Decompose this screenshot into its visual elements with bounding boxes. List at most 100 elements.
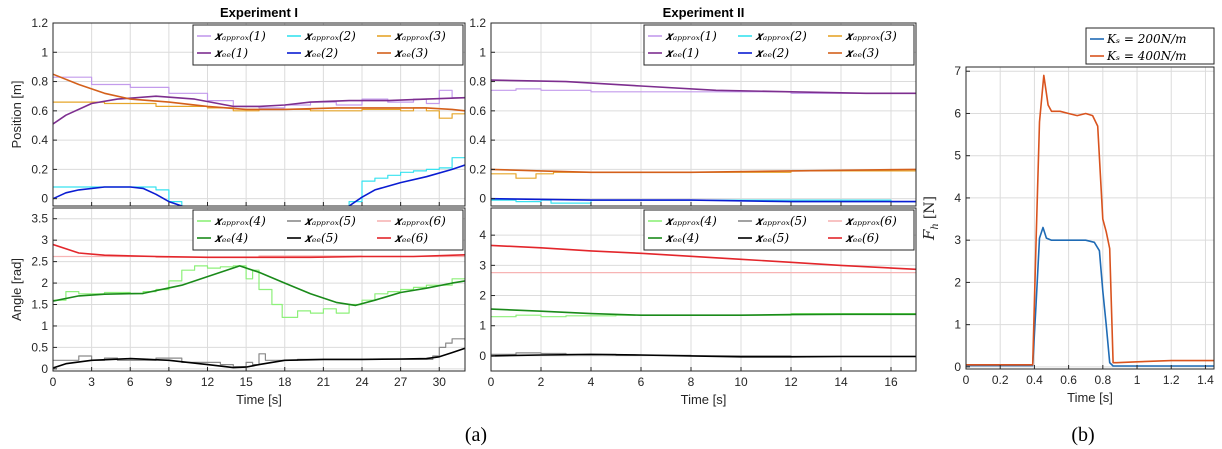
series-line-exp1_ang-4: [53, 347, 465, 369]
y-tick-label: 0.4: [31, 133, 48, 147]
legend-entry-label: 𝒙ₑₑ(5): [755, 231, 789, 245]
x-tick-label: 0.8: [1094, 373, 1111, 387]
legend-box: [192, 24, 464, 66]
y-tick-label: 2: [41, 276, 48, 290]
x-tick-label: 8: [688, 375, 695, 389]
x-tick-label: 14: [834, 375, 848, 389]
y-tick-label: 0.6: [31, 104, 48, 118]
y-axis-label: Fh[N]: [920, 196, 941, 241]
x-tick-label: 15: [239, 375, 253, 389]
y-tick-label: 1: [479, 45, 486, 59]
series-group: [491, 79, 916, 204]
x-tick-label: 12: [201, 375, 215, 389]
y-tick-label: 1: [41, 45, 48, 59]
chart-force: 0 0.2 0.4 0.6 0.8 1 1.2 1.4 0 1 2 3 4 5 6 7 Time [s] Fh[N…: [920, 27, 1215, 405]
y-tick-label: 0: [41, 192, 48, 206]
legend-entry-label: 𝒙ₐₚₚᵣₒₓ(1): [665, 29, 717, 43]
legend-box: [643, 209, 915, 251]
chart-title: Experiment I: [220, 5, 298, 20]
series-line-exp1_pos-4: [53, 164, 465, 206]
x-tick-label: 4: [588, 375, 595, 389]
axes-frame: [52, 22, 466, 207]
y-tick-label: 3: [41, 233, 48, 247]
series-line-exp1_ang-5: [53, 243, 465, 259]
y-tick-label: 3: [479, 258, 486, 272]
x-tick-label: 1.2: [1163, 373, 1180, 387]
y-tick-label: 2: [954, 275, 961, 289]
axes-frame: [52, 207, 466, 372]
legend-entry-label: Kₛ = 200N/m: [1106, 32, 1187, 46]
axes-frame: [965, 66, 1215, 370]
series-group: [53, 73, 465, 206]
x-tick-label: 6: [638, 375, 645, 389]
chart-exp1_pos: 0 0.2 0.4 0.6 0.8 1 1.2 Experiment I Position [m…: [9, 5, 466, 207]
axes-frame: [490, 22, 917, 207]
legend-box: [192, 209, 464, 251]
x-tick-label: 6: [127, 375, 134, 389]
legend-entry-label: 𝒙ₐₚₚᵣₒₓ(3): [394, 29, 446, 43]
y-tick-label: 0: [479, 349, 486, 363]
legend-entry-label: 𝒙ₐₚₚᵣₒₓ(3): [845, 29, 897, 43]
y-tick-label: 1.5: [31, 298, 48, 312]
legend-box: [643, 24, 915, 66]
x-tick-label: 0.4: [1026, 373, 1043, 387]
caption-a: (a): [465, 424, 487, 446]
legend: Kₛ = 200N/m Kₛ = 400N/m: [1085, 27, 1215, 65]
legend-entry-label: 𝒙ₑₑ(5): [304, 231, 338, 245]
y-tick-label: 0.5: [31, 340, 48, 354]
y-tick-label: 4: [479, 228, 486, 242]
legend-entry-label: 𝒙ₑₑ(2): [304, 46, 338, 60]
y-tick-label: 2: [479, 289, 486, 303]
legend-entry-label: 𝒙ₐₚₚᵣₒₓ(2): [304, 29, 356, 43]
y-tick-label: 3: [954, 233, 961, 247]
legend: 𝒙ₐₚₚᵣₒₓ(4) 𝒙ₐₚₚᵣₒₓ(5) 𝒙ₐₚₚᵣₒₓ(6) 𝒙ₑₑ(4) 𝒙ₑₑ(…: [643, 209, 915, 251]
caption-b: (b): [1071, 424, 1094, 446]
series-line-force-0: [966, 226, 1214, 367]
y-tick-label: 5: [954, 149, 961, 163]
legend-entry-label: 𝒙ₐₚₚᵣₒₓ(5): [755, 214, 807, 228]
y-axis-label: Angle [rad]: [9, 258, 24, 321]
x-tick-label: 18: [278, 375, 292, 389]
y-tick-label: 0: [954, 360, 961, 374]
x-axis-label: Time [s]: [236, 392, 282, 407]
y-tick-label: 4: [954, 191, 961, 205]
x-tick-label: 9: [166, 375, 173, 389]
x-tick-label: 1.4: [1197, 373, 1214, 387]
chart-title: Experiment II: [663, 5, 745, 20]
legend: 𝒙ₐₚₚᵣₒₓ(4) 𝒙ₐₚₚᵣₒₓ(5) 𝒙ₐₚₚᵣₒₓ(6) 𝒙ₑₑ(4) 𝒙ₑₑ(…: [192, 209, 464, 251]
x-tick-label: 10: [734, 375, 748, 389]
series-line-exp1_ang-0: [53, 265, 465, 318]
legend-entry-label: 𝒙ₑₑ(1): [665, 46, 699, 60]
legend-entry-label: 𝒙ₐₚₚᵣₒₓ(5): [304, 214, 356, 228]
legend-box: [1085, 27, 1215, 65]
legend-entry-label: 𝒙ₑₑ(6): [394, 231, 428, 245]
x-tick-label: 0.2: [992, 373, 1009, 387]
x-tick-label: 30: [433, 375, 447, 389]
series-line-force-1: [966, 74, 1214, 366]
legend-entry-label: 𝒙ₑₑ(3): [394, 46, 428, 60]
y-tick-label: 0: [41, 362, 48, 376]
legend-entry-label: 𝒙ₑₑ(1): [214, 46, 248, 60]
x-tick-label: 3: [88, 375, 95, 389]
y-tick-label: 6: [954, 106, 961, 120]
chart-exp2_pos: 0 0.2 0.4 0.6 0.8 1 1.2 Experiment II 𝒙ₐₚₚᵣₒₓ(1)…: [469, 5, 917, 207]
y-tick-label: 1.2: [469, 16, 486, 30]
series-line-exp2_ang-4: [491, 353, 916, 358]
y-tick-label: 0.6: [469, 104, 486, 118]
y-tick-label: 0: [479, 192, 486, 206]
y-tick-label: 2.5: [31, 255, 48, 269]
y-tick-label: 7: [954, 64, 961, 78]
legend-entry-label: 𝒙ₑₑ(4): [214, 231, 248, 245]
series-line-exp1_pos-2: [53, 101, 465, 119]
legend-entry-label: 𝒙ₐₚₚᵣₒₓ(4): [214, 214, 266, 228]
x-tick-label: 24: [355, 375, 369, 389]
series-line-exp1_pos-1: [53, 157, 465, 206]
x-tick-label: 1: [1134, 373, 1141, 387]
legend-entry-label: 𝒙ₑₑ(3): [845, 46, 879, 60]
x-axis-label: Time [s]: [1067, 390, 1113, 405]
legend-entry-label: 𝒙ₐₚₚᵣₒₓ(1): [214, 29, 266, 43]
legend-entry-label: 𝒙ₐₚₚᵣₒₓ(6): [845, 214, 897, 228]
legend-entry-label: 𝒙ₑₑ(4): [665, 231, 699, 245]
